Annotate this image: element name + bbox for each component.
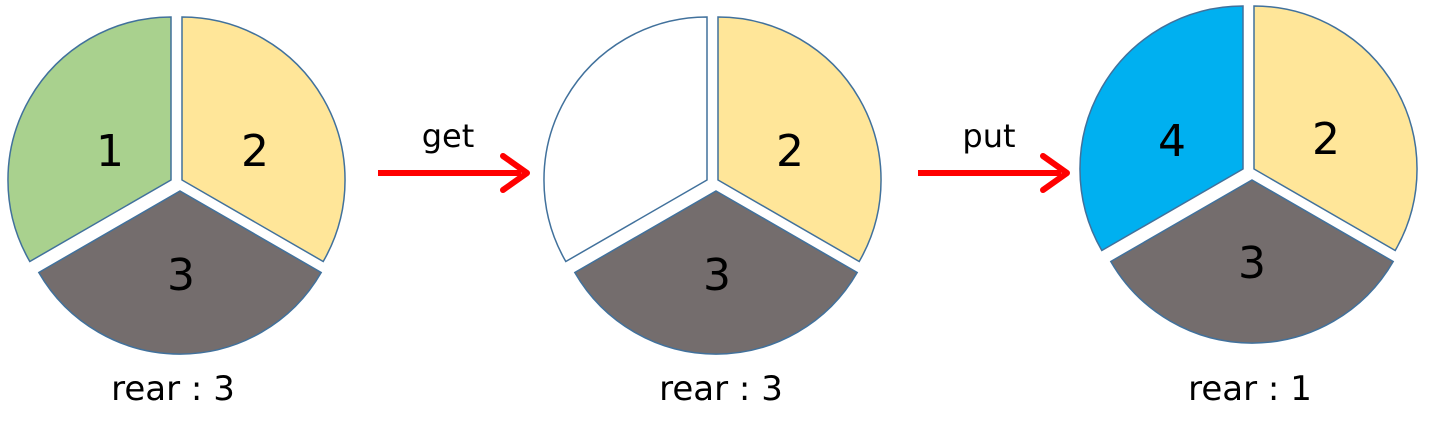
pie-3-segment-3 (1109, 179, 1395, 344)
get-arrow-head (500, 153, 530, 193)
put-arrow: put (918, 117, 1070, 193)
pie-1-segment-1-label: 1 (96, 126, 124, 177)
pie-1-segment-2-label: 2 (241, 126, 269, 177)
get-arrow-label: get (422, 117, 475, 155)
pie-2-segment-1 (543, 16, 708, 263)
pie-3-segment-3-label: 3 (1238, 238, 1266, 289)
put-arrow-label: put (962, 117, 1015, 155)
pie-3-segment-2 (1253, 5, 1418, 252)
pie-1-segment-1 (7, 16, 172, 263)
pie-1-segment-3-label: 3 (167, 250, 195, 301)
put-arrow-head (1040, 153, 1070, 193)
pie-1-segment-2 (181, 16, 346, 263)
pie-1-rear-label: rear : 3 (111, 369, 235, 409)
pie-2-segment-3 (573, 190, 859, 355)
pie-2-segment-3-label: 3 (703, 250, 731, 301)
pie-1-segment-3 (37, 190, 323, 355)
get-arrow: get (378, 117, 530, 193)
pie-2-segment-2 (717, 16, 882, 263)
pie-state-3: 4 2 3 rear : 1 (1079, 5, 1418, 409)
pie-2-segment-2-label: 2 (776, 126, 804, 177)
pie-3-rear-label: rear : 1 (1188, 369, 1312, 409)
pie-2-rear-label: rear : 3 (659, 369, 783, 409)
pie-state-2: 2 3 rear : 3 (543, 16, 882, 409)
pie-3-segment-1-label: 4 (1158, 116, 1186, 167)
pie-3-segment-1 (1079, 5, 1244, 252)
pie-state-1: 1 2 3 rear : 3 (7, 16, 346, 409)
pie-3-segment-2-label: 2 (1312, 114, 1340, 165)
